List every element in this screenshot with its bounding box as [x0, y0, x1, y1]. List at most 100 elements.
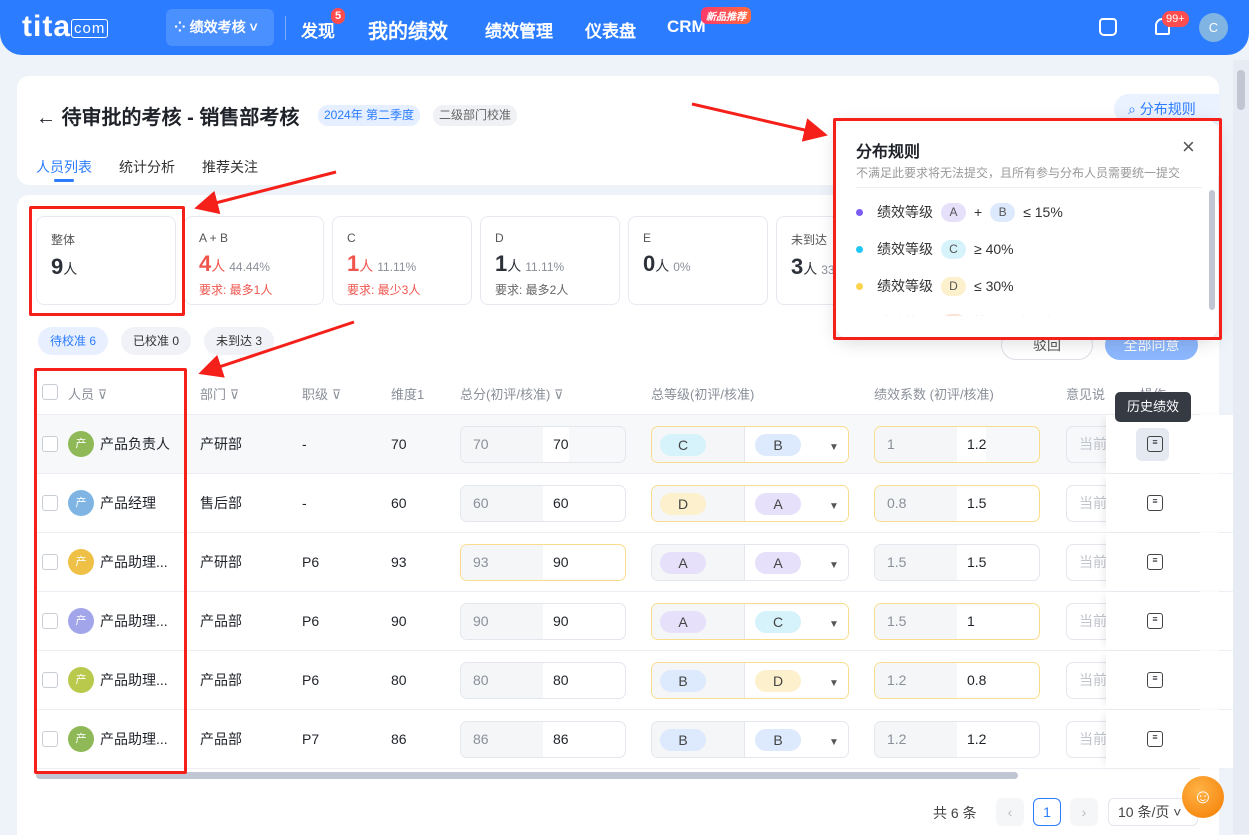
department: 售后部 [200, 495, 242, 511]
job-level: - [302, 495, 307, 511]
person-name[interactable]: 产品助理... [100, 731, 168, 747]
history-document-icon[interactable]: ≡ [1147, 495, 1163, 511]
distribution-rules-popup: 分布规则 × 不满足此要求将无法提交，且所有参与分布人员需要统一提交 绩效等级 A… [836, 120, 1218, 338]
history-document-icon[interactable]: ≡ [1147, 731, 1163, 747]
row-checkbox[interactable] [42, 436, 58, 452]
grade-select[interactable]: B B ▼ [651, 721, 849, 758]
nav-discover[interactable]: 发现 5 [301, 8, 346, 42]
row-checkbox[interactable] [42, 495, 58, 511]
caret-down-icon: ▼ [829, 442, 839, 453]
table-row[interactable]: 产 产品经理 售后部 - 60 60 60 D A ▼ 0.8 1.5 当前 ≡ [36, 474, 1236, 533]
person-name[interactable]: 产品负责人 [100, 436, 170, 452]
grade-select[interactable]: B D ▼ [651, 662, 849, 699]
row-checkbox[interactable] [42, 554, 58, 570]
operation-cell: ≡ [1106, 710, 1236, 768]
column-header[interactable]: 部门 ⊽ [200, 387, 240, 402]
person-name[interactable]: 产品经理 [100, 495, 156, 511]
table-row[interactable]: 产 产品助理... 产品部 P6 90 90 90 A C ▼ 1.5 1 当前 ≡ [36, 592, 1236, 651]
tab-member-list[interactable]: 人员列表 [36, 159, 92, 175]
table-row[interactable]: 产 产品负责人 产研部 - 70 70 70 C B ▼ 1 1.2 当前 ≡ [36, 415, 1236, 474]
coefficient-input[interactable]: 1.2 1.2 [874, 721, 1040, 758]
score-input[interactable]: 90 90 [460, 603, 626, 640]
table-row[interactable]: 产 产品助理... 产研部 P6 93 93 90 A A ▼ 1.5 1.5 当前 ≡ [36, 533, 1236, 592]
stat-card[interactable]: 整体 9人 [36, 216, 176, 305]
coefficient-input[interactable]: 1.2 0.8 [874, 662, 1040, 699]
row-checkbox[interactable] [42, 613, 58, 629]
next-page-button[interactable]: › [1070, 798, 1098, 826]
history-document-icon[interactable]: ≡ [1147, 613, 1163, 629]
column-header[interactable]: 意见说 [1066, 387, 1106, 402]
nav-crm[interactable]: CRM 新品推荐 [667, 7, 751, 37]
stat-card[interactable]: D 1人 11.11% 要求: 最多2人 [480, 216, 620, 305]
stat-card[interactable]: A + B 4人 44.44% 要求: 最多1人 [184, 216, 324, 305]
filter-chip[interactable]: 待校准 6 [38, 327, 109, 355]
score-input[interactable]: 70 70 [460, 426, 626, 463]
person-name[interactable]: 产品助理... [100, 613, 168, 629]
coefficient-input[interactable]: 1 1.2 [874, 426, 1040, 463]
table-row[interactable]: 产 产品助理... 产品部 P7 86 86 86 B B ▼ 1.2 1.2 当前 ≡ [36, 710, 1236, 769]
page-1-button[interactable]: 1 [1033, 798, 1061, 826]
close-icon[interactable]: × [1182, 134, 1195, 159]
score-input[interactable]: 93 90 [460, 544, 626, 581]
score-input[interactable]: 86 86 [460, 721, 626, 758]
row-checkbox[interactable] [42, 731, 58, 747]
tab-recommended[interactable]: 推荐关注 [202, 159, 258, 175]
grade-select[interactable]: A C ▼ [651, 603, 849, 640]
annotation-box-overall [29, 206, 185, 316]
page-scrollbar[interactable] [1233, 60, 1249, 834]
column-header[interactable]: 职级 ⊽ [302, 387, 342, 402]
grid-icon: ⁘ [174, 19, 190, 35]
nav-performance-management[interactable]: 绩效管理 [485, 22, 553, 41]
column-header[interactable]: 绩效系数 (初评/核准) [874, 387, 994, 402]
page-size-select[interactable]: 10 条/页 ˅ [1108, 798, 1198, 826]
person-name[interactable]: 产品助理... [100, 554, 168, 570]
column-header[interactable]: 总分(初评/核准) ⊽ [460, 387, 564, 402]
row-checkbox[interactable] [42, 672, 58, 688]
tita-logo[interactable]: tita com [22, 10, 109, 44]
popup-scrollbar[interactable] [1209, 190, 1215, 310]
history-document-icon[interactable]: ≡ [1147, 436, 1163, 452]
coefficient-input[interactable]: 0.8 1.5 [874, 485, 1040, 522]
rule-dot-icon [856, 282, 863, 290]
customer-service-icon[interactable]: ☺ [1182, 776, 1224, 818]
table-row[interactable]: 产 产品助理... 产品部 P6 80 80 80 B D ▼ 1.2 0.8 当前 ≡ [36, 651, 1236, 710]
arrow-to-popup [691, 102, 828, 142]
coefficient-input[interactable]: 1.5 1.5 [874, 544, 1040, 581]
grade-select[interactable]: C B ▼ [651, 426, 849, 463]
stat-card[interactable]: E 0人 0% [628, 216, 768, 305]
select-all-checkbox[interactable] [42, 384, 58, 400]
user-avatar[interactable]: C [1199, 13, 1228, 42]
score-input[interactable]: 60 60 [460, 485, 626, 522]
history-document-icon[interactable]: ≡ [1147, 554, 1163, 570]
caret-down-icon: ▼ [829, 501, 839, 512]
filter-chip[interactable]: 未到达 3 [204, 327, 275, 355]
coefficient-input[interactable]: 1.5 1 [874, 603, 1040, 640]
app-switcher[interactable]: ⁘ 绩效考核 ˅ [166, 9, 274, 46]
nav-dashboard[interactable]: 仪表盘 [585, 22, 636, 41]
filter-icon[interactable]: ⊽ [331, 387, 342, 402]
prev-page-button[interactable]: ‹ [996, 798, 1024, 826]
horizontal-scrollbar[interactable] [36, 772, 1018, 779]
stat-card[interactable]: C 1人 11.11% 要求: 最少3人 [332, 216, 472, 305]
filter-chip[interactable]: 已校准 0 [121, 327, 192, 355]
tab-statistics[interactable]: 统计分析 [119, 159, 175, 175]
column-header[interactable]: 维度1 [391, 387, 425, 402]
distribution-rule: 绩效等级 A + B ≤ 15% [856, 202, 1063, 222]
score-input[interactable]: 80 80 [460, 662, 626, 699]
grade-select[interactable]: A A ▼ [651, 544, 849, 581]
filter-icon[interactable]: ⊽ [229, 387, 240, 402]
home-icon[interactable] [1099, 18, 1117, 36]
divider [856, 187, 1202, 188]
filter-icon[interactable]: ⊽ [97, 387, 108, 402]
arrow-to-person [198, 320, 355, 378]
grade-select[interactable]: D A ▼ [651, 485, 849, 522]
person-name[interactable]: 产品助理... [100, 672, 168, 688]
arrow-to-overall [194, 170, 337, 215]
notification-badge: 99+ [1162, 11, 1189, 27]
history-document-icon[interactable]: ≡ [1147, 672, 1163, 688]
filter-icon[interactable]: ⊽ [553, 387, 564, 402]
column-header[interactable]: 人员 ⊽ [68, 387, 108, 402]
arrow-left-icon[interactable]: ← [36, 107, 62, 129]
column-header[interactable]: 总等级(初评/核准) [651, 387, 755, 402]
nav-my-performance[interactable]: 我的绩效 [368, 21, 448, 43]
